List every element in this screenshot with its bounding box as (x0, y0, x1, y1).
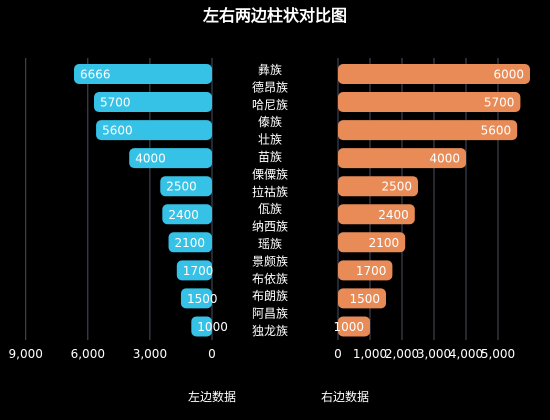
left-bar (191, 316, 212, 337)
right-bar (338, 232, 406, 253)
right-bar-value-label: 4000 (429, 152, 460, 166)
left-bar-value-label: 5600 (102, 124, 133, 138)
category-label: 景颇族 (252, 253, 288, 268)
left-tick-label: 9,000 (9, 347, 43, 361)
category-label: 哈尼族 (252, 98, 288, 112)
right-bar-value-label: 1500 (349, 292, 380, 306)
right-bar (338, 260, 393, 281)
left-bar (168, 232, 212, 253)
left-tick-label: 3,000 (133, 347, 167, 361)
left-bar (96, 120, 212, 141)
right-bar (338, 92, 521, 113)
right-bar-value-label: 5700 (484, 96, 515, 110)
left-bar-value-label: 6666 (80, 68, 111, 82)
right-tick-label: 5,000 (481, 347, 515, 361)
category-labels: 彝族德昂族哈尼族傣族壮族苗族傈僳族拉祜族佤族纳西族瑶族景颇族布依族布朗族阿昌族独… (252, 62, 288, 338)
left-tick-label: 0 (208, 347, 216, 361)
category-label: 德昂族 (252, 79, 288, 94)
right-bar-value-label: 5600 (481, 124, 512, 138)
category-label: 佤族 (258, 202, 282, 216)
right-axis-label: 右边数据 (321, 389, 369, 404)
left-bar-value-label: 1700 (183, 264, 214, 278)
right-bar (338, 64, 530, 84)
right-tick-label: 0 (334, 347, 342, 361)
right-bar-value-label: 2400 (378, 208, 409, 222)
right-bar-series: 6000 5700 5600 4000 2500 2400 2100 1700 1500 1000 (333, 64, 530, 337)
left-bar-value-label: 2500 (166, 180, 197, 194)
right-bar-value-label: 1000 (333, 320, 364, 334)
right-bar (338, 148, 466, 169)
left-bar (176, 260, 212, 281)
left-bar-value-label: 2400 (168, 208, 199, 222)
right-bar-value-label: 1700 (356, 264, 387, 278)
category-label: 拉祜族 (252, 184, 288, 199)
left-bar-value-label: 2100 (175, 236, 206, 250)
left-bar (180, 288, 212, 309)
left-bar-value-label: 4000 (135, 152, 166, 166)
left-bar-value-label: 5700 (100, 96, 131, 110)
category-label: 壮族 (258, 133, 282, 147)
right-tick-label: 4,000 (449, 347, 483, 361)
right-tick-label: 3,000 (417, 347, 451, 361)
chart-title: 左右两边柱状对比图 (202, 6, 347, 25)
right-bar (338, 288, 386, 309)
left-bar (162, 204, 212, 225)
category-label: 彝族 (258, 62, 282, 77)
category-label: 苗族 (258, 150, 282, 164)
right-bar (338, 176, 418, 197)
left-axis-label: 左边数据 (188, 389, 236, 404)
category-label: 阿昌族 (252, 307, 288, 321)
left-bar-value-label: 1500 (187, 292, 218, 306)
right-bar-value-label: 2500 (381, 180, 412, 194)
right-bar-value-label: 6000 (493, 68, 524, 82)
left-bar (94, 92, 212, 113)
axis-ticks: 9,000 6,000 3,000 0 0 1,0002,0003,0004,0005,0… (9, 347, 516, 361)
right-tick-label: 1,000 (353, 347, 387, 361)
right-bar (338, 204, 415, 225)
category-label: 布依族 (252, 271, 288, 286)
right-bar (338, 120, 518, 141)
category-label: 独龙族 (252, 324, 288, 338)
left-bar (129, 148, 212, 169)
left-bar (160, 176, 212, 197)
left-bar (74, 64, 213, 84)
category-label: 纳西族 (252, 220, 288, 234)
right-bar-value-label: 2100 (369, 236, 400, 250)
category-label: 布朗族 (252, 289, 288, 303)
left-tick-label: 6,000 (71, 347, 105, 361)
category-label: 傈僳族 (252, 167, 288, 181)
category-label: 瑶族 (258, 237, 282, 251)
left-bar-value-label: 1000 (197, 320, 228, 334)
category-label: 傣族 (258, 115, 282, 129)
right-tick-label: 2,000 (385, 347, 419, 361)
right-bar (338, 316, 370, 337)
